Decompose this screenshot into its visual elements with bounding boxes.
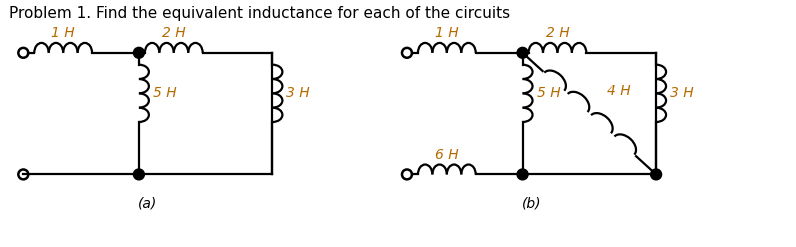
Text: 2 H: 2 H (162, 26, 185, 40)
Text: 1 H: 1 H (52, 26, 75, 40)
Circle shape (650, 169, 661, 180)
Text: (b): (b) (522, 196, 541, 210)
Text: 3 H: 3 H (670, 86, 693, 100)
Text: 3 H: 3 H (287, 86, 310, 100)
Circle shape (517, 47, 528, 58)
Circle shape (134, 169, 144, 180)
Text: 5 H: 5 H (537, 86, 560, 100)
Text: 5 H: 5 H (153, 86, 177, 100)
Text: Problem 1. Find the equivalent inductance for each of the circuits: Problem 1. Find the equivalent inductanc… (10, 6, 510, 21)
Circle shape (517, 169, 528, 180)
Text: 4 H: 4 H (607, 84, 631, 98)
Text: 1 H: 1 H (435, 26, 458, 40)
Circle shape (134, 47, 144, 58)
Text: (a): (a) (139, 196, 158, 210)
Text: 6 H: 6 H (435, 147, 458, 162)
Text: 2 H: 2 H (545, 26, 569, 40)
